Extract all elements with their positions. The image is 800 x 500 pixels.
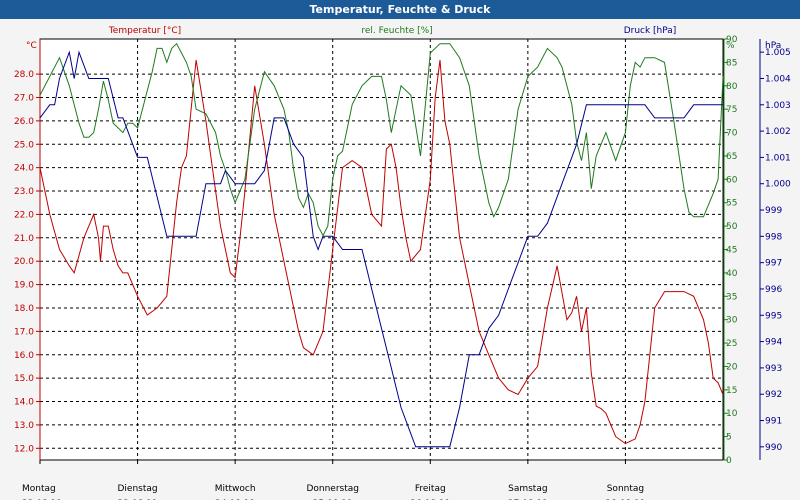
humidity-tick-label: 60 [726, 175, 738, 185]
temperature-tick-label: 18.0 [14, 304, 34, 314]
temperature-tick-label: 28.0 [14, 70, 34, 80]
humidity-unit-label: % [726, 41, 735, 51]
humidity-tick-label: 85 [726, 58, 737, 68]
temperature-tick-label: 24.0 [14, 164, 34, 174]
x-tick-label-day: Mittwoch [215, 484, 256, 494]
x-tick-label-day: Samstag [508, 484, 547, 494]
humidity-tick-label: 0 [726, 456, 732, 466]
temperature-tick-label: 23.0 [14, 187, 34, 197]
humidity-tick-label: 55 [726, 199, 737, 209]
pressure-tick-label: 991 [765, 417, 782, 427]
humidity-tick-label: 25 [726, 339, 737, 349]
temperature-tick-label: 19.0 [14, 281, 34, 291]
temperature-axis-title: Temperatur [°C] [108, 26, 181, 36]
x-tick-label-day: Sonntag [607, 484, 644, 494]
pressure-tick-label: 990 [765, 443, 782, 453]
pressure-tick-label: 998 [765, 232, 782, 242]
humidity-series-line [39, 42, 724, 237]
humidity-tick-label: 80 [726, 82, 738, 92]
temperature-tick-label: 20.0 [14, 257, 34, 267]
humidity-axis-title: rel. Feuchte [%] [361, 26, 432, 36]
pressure-tick-label: 994 [765, 338, 782, 348]
temperature-unit-label: °C [26, 41, 37, 51]
temperature-tick-label: 13.0 [14, 421, 34, 431]
pressure-tick-label: 1.005 [765, 48, 791, 58]
plot-area [39, 38, 724, 461]
humidity-tick-label: 5 [726, 433, 732, 443]
humidity-tick-label: 20 [726, 362, 738, 372]
pressure-axis-title: Druck [hPa] [624, 26, 677, 36]
pressure-tick-label: 996 [765, 285, 782, 295]
humidity-tick-label: 30 [726, 316, 738, 326]
humidity-tick-label: 50 [726, 222, 738, 232]
humidity-tick-label: 40 [726, 269, 738, 279]
x-tick-label-day: Freitag [415, 484, 446, 494]
humidity-tick-label: 90 [726, 35, 738, 45]
x-tick-label-day: Dienstag [118, 484, 158, 494]
temperature-tick-label: 21.0 [14, 234, 34, 244]
humidity-tick-label: 35 [726, 292, 737, 302]
temperature-tick-label: 26.0 [14, 117, 34, 127]
pressure-tick-label: 1.004 [765, 74, 791, 84]
x-tick-label-day: Montag [22, 484, 56, 494]
temperature-tick-label: 17.0 [14, 327, 34, 337]
pressure-tick-label: 1.003 [765, 101, 791, 111]
pressure-tick-label: 1.001 [765, 153, 791, 163]
pressure-tick-label: 997 [765, 259, 782, 269]
temperature-tick-label: 27.0 [14, 93, 34, 103]
pressure-tick-label: 1.002 [765, 127, 791, 137]
temperature-series-line [39, 59, 724, 445]
temperature-tick-label: 16.0 [14, 351, 34, 361]
pressure-series-line [39, 50, 723, 448]
humidity-tick-label: 15 [726, 386, 737, 396]
weather-chart: 12.0 13.0 14.0 15.0 16.0 17.0 18.0 19.0 20.0 21.0… [14, 26, 791, 500]
temperature-tick-label: 14.0 [14, 398, 34, 408]
pressure-tick-label: 999 [765, 206, 782, 216]
humidity-tick-label: 75 [726, 105, 737, 115]
humidity-tick-label: 65 [726, 152, 737, 162]
pressure-unit-label: hPa [765, 41, 781, 51]
temperature-tick-label: 25.0 [14, 140, 34, 150]
temperature-tick-label: 12.0 [14, 444, 34, 454]
pressure-tick-label: 1.000 [765, 180, 791, 190]
humidity-tick-label: 45 [726, 246, 737, 256]
humidity-tick-label: 70 [726, 129, 738, 139]
pressure-tick-label: 995 [765, 311, 782, 321]
pressure-tick-label: 993 [765, 364, 782, 374]
temperature-tick-label: 22.0 [14, 210, 34, 220]
pressure-tick-label: 992 [765, 390, 782, 400]
window-title: Temperatur, Feuchte & Druck [0, 0, 800, 19]
humidity-tick-label: 10 [726, 409, 738, 419]
temperature-tick-label: 15.0 [14, 374, 34, 384]
x-tick-label-day: Donnerstag [306, 484, 359, 494]
